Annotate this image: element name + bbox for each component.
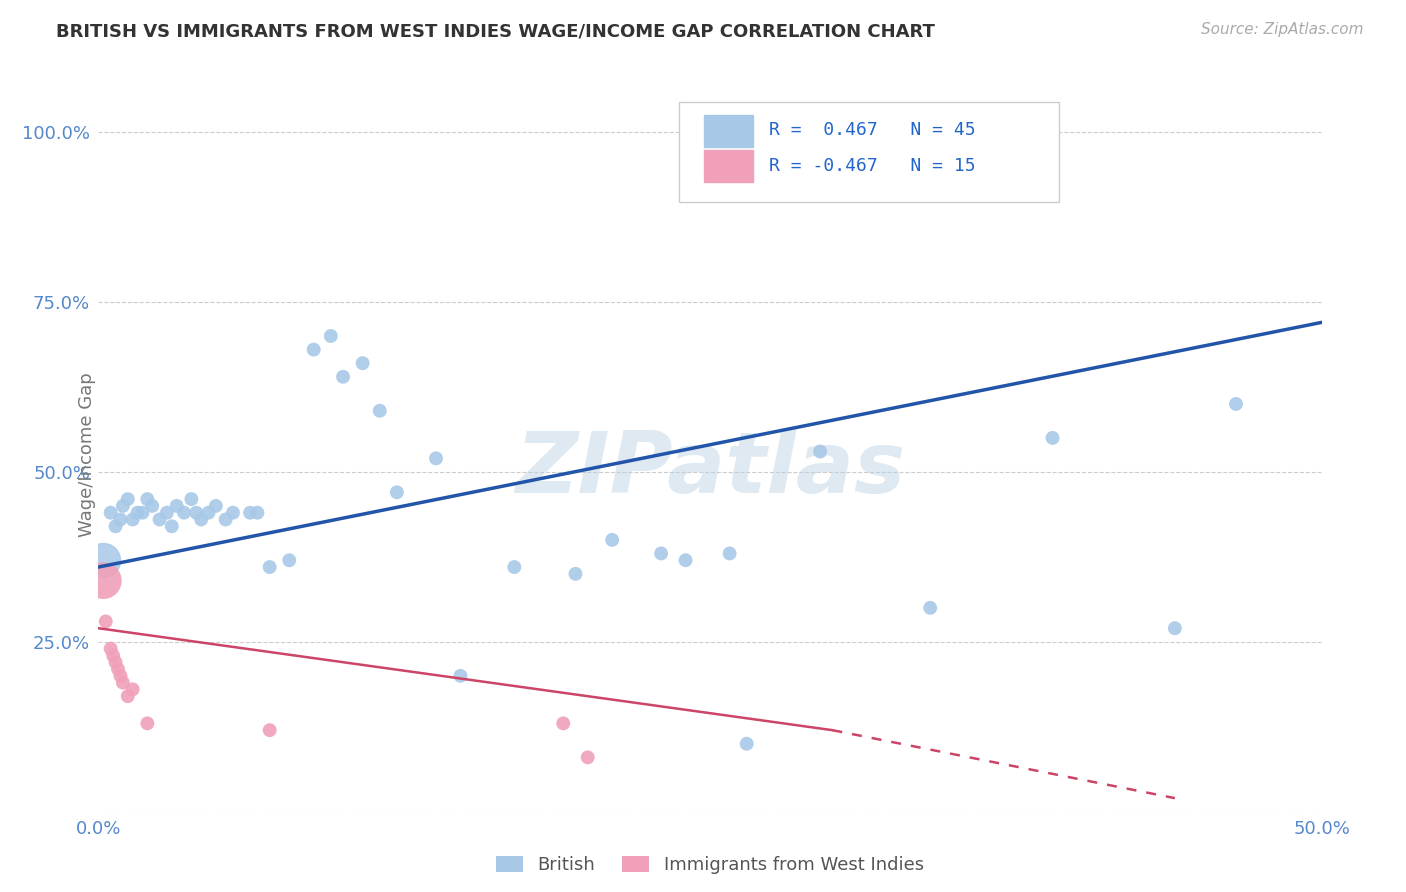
Point [100, 506, 122, 520]
Point [91, 553, 114, 567]
Point [808, 444, 831, 458]
Point [111, 675, 134, 690]
Point [503, 560, 526, 574]
Point [110, 669, 132, 683]
Point [110, 512, 132, 526]
Point [107, 662, 129, 676]
Point [131, 506, 153, 520]
Point [368, 403, 391, 417]
Point [302, 343, 325, 357]
Point [156, 506, 179, 520]
Point [650, 546, 672, 560]
Point [259, 723, 281, 738]
Point [564, 566, 586, 581]
Point [166, 499, 188, 513]
Point [104, 519, 127, 533]
Text: R = -0.467   N = 15: R = -0.467 N = 15 [769, 157, 976, 175]
Point [173, 506, 195, 520]
Point [111, 499, 134, 513]
Point [920, 600, 942, 615]
Point [180, 492, 202, 507]
Point [91, 574, 114, 588]
Point [136, 716, 159, 731]
Point [1164, 621, 1187, 635]
Point [222, 506, 245, 520]
Point [160, 519, 183, 533]
Point [553, 716, 575, 731]
Point [675, 553, 697, 567]
Point [352, 356, 374, 370]
Point [190, 512, 212, 526]
Point [239, 506, 262, 520]
Text: ZIPatlas: ZIPatlas [515, 427, 905, 511]
Point [450, 669, 472, 683]
Point [425, 451, 447, 466]
Point [121, 512, 143, 526]
Point [197, 506, 219, 520]
Point [121, 682, 143, 697]
Point [127, 506, 149, 520]
Point [1042, 431, 1064, 445]
Point [576, 750, 599, 764]
Bar [704, 114, 752, 146]
Point [186, 506, 208, 520]
Point [100, 641, 122, 656]
Text: R =  0.467   N = 45: R = 0.467 N = 45 [769, 121, 976, 139]
Point [332, 369, 354, 384]
Point [104, 655, 127, 669]
Point [246, 506, 269, 520]
Point [718, 546, 741, 560]
Point [278, 553, 301, 567]
Legend: British, Immigrants from West Indies: British, Immigrants from West Indies [489, 848, 931, 881]
Point [385, 485, 408, 500]
Point [1225, 397, 1247, 411]
Point [136, 492, 159, 507]
Text: Source: ZipAtlas.com: Source: ZipAtlas.com [1201, 22, 1364, 37]
Point [735, 737, 758, 751]
Point [319, 329, 342, 343]
Point [149, 512, 172, 526]
Point [205, 499, 228, 513]
Text: BRITISH VS IMMIGRANTS FROM WEST INDIES WAGE/INCOME GAP CORRELATION CHART: BRITISH VS IMMIGRANTS FROM WEST INDIES W… [56, 22, 935, 40]
Point [600, 533, 623, 547]
Point [117, 492, 139, 507]
Point [214, 512, 236, 526]
Bar [704, 150, 752, 182]
Point [101, 648, 124, 663]
Point [94, 615, 117, 629]
FancyBboxPatch shape [679, 102, 1059, 202]
Point [117, 689, 139, 703]
Y-axis label: Wage/Income Gap: Wage/Income Gap [79, 373, 96, 537]
Point [141, 499, 163, 513]
Point [259, 560, 281, 574]
